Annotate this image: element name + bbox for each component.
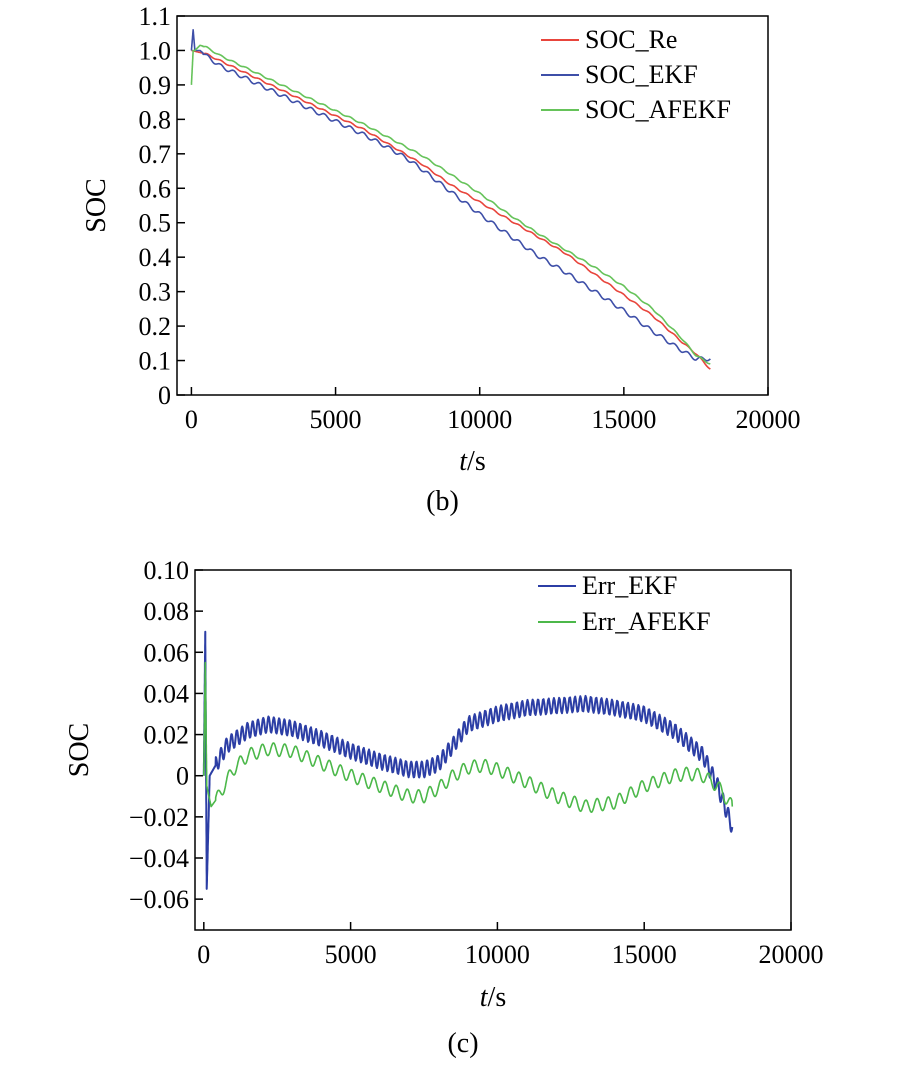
x-axis-variable: t [480,982,489,1013]
soc-comparison-chart: 0 0.1 0.2 0.3 0.4 0.5 0.6 0.7 0.8 0.9 1.0 1.1 0 5000 1… [81,2,801,517]
y-tick-label: 1.1 [139,2,172,31]
series-line-soc-afekf [190,44,711,365]
y-axis-title: SOC [81,178,112,232]
x-tick-label: 5000 [325,940,377,969]
x-tick-label: 0 [185,405,198,434]
panel-caption: (c) [447,1028,478,1059]
series-line-err-ekf [202,630,734,890]
x-tick-label: 0 [197,940,210,969]
soc-error-chart: −0.06 −0.04 −0.02 0 0.02 0.04 0.06 0.08 0.10 0 500… [64,556,824,1059]
plot-frame [194,569,792,931]
legend-label: SOC_Re [585,25,677,54]
x-axis-title: t/s [480,982,506,1013]
y-tick-label: 0.02 [144,721,190,750]
panel-caption: (b) [426,486,459,517]
y-tick-label: 0 [176,762,189,791]
x-tick-label: 20000 [759,940,824,969]
x-tick-label: 10000 [465,940,530,969]
y-tick-label: 1.0 [139,36,172,65]
y-tick-label: 0.1 [139,347,172,376]
y-axis-title: SOC [64,723,95,777]
x-axis-variable: t [459,446,468,477]
y-tick-label: 0.2 [139,312,172,341]
x-tick-label: 15000 [591,405,656,434]
series-line-err-afekf [203,661,734,814]
x-tick-label: 10000 [447,405,512,434]
x-axis-title: t/s [459,446,485,477]
legend-label: Err_EKF [582,571,677,600]
y-tick-label: 0.7 [139,140,172,169]
series-line-soc-ekf [190,28,711,362]
y-tick-label: −0.02 [129,803,189,832]
y-tick-label: −0.06 [129,885,189,914]
y-tick-label: 0.06 [144,638,190,667]
legend-label: Err_AFEKF [582,607,711,636]
legend-label: SOC_AFEKF [585,95,731,124]
x-axis-unit: /s [488,982,507,1013]
y-tick-label: 0.6 [139,174,172,203]
plot-frame [176,15,769,396]
y-tick-label: −0.04 [129,844,189,873]
x-tick-label: 20000 [736,405,801,434]
x-tick-label: 15000 [612,940,677,969]
legend-label: SOC_EKF [585,60,698,89]
x-axis-unit: /s [467,446,486,477]
y-tick-label: 0.5 [139,209,172,238]
y-tick-label: 0.10 [144,556,190,585]
y-tick-label: 0.08 [144,597,190,626]
y-tick-label: 0 [158,381,171,410]
y-tick-label: 0.3 [139,278,172,307]
y-tick-label: 0.04 [144,679,190,708]
x-tick-label: 5000 [310,405,362,434]
y-tick-label: 0.4 [139,243,172,272]
y-tick-label: 0.8 [139,105,172,134]
y-tick-label: 0.9 [139,71,172,100]
series-line-soc-re [191,49,711,370]
